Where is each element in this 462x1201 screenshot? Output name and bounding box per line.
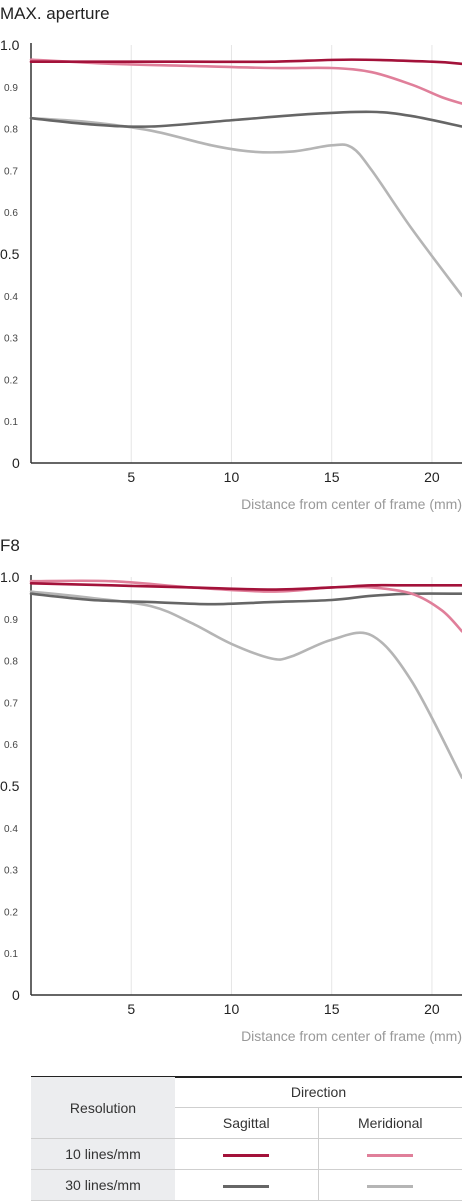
legend-swatch-sagittal-10 — [223, 1153, 270, 1157]
y-tick-label: 1.0 — [0, 569, 20, 585]
x-tick-label: 15 — [324, 1001, 340, 1017]
chart-f8: F8 1.0 0.5 0 0.9 0.8 0.7 0.6 0.4 0.3 0.2 0.1 5 10 15 2… — [0, 530, 462, 1050]
y-tick-label: 0.7 — [4, 698, 18, 709]
legend-swatch-sagittal-30 — [223, 1184, 270, 1188]
y-tick-label: 0.2 — [4, 375, 18, 386]
chart-title: F8 — [0, 536, 20, 555]
y-tick-label: 1.0 — [0, 37, 20, 53]
x-axis-label: Distance from center of frame (mm) — [241, 1028, 462, 1044]
x-tick-label: 10 — [224, 469, 240, 485]
y-tick-label: 0.3 — [4, 866, 18, 877]
series-line-meridional-30 — [29, 590, 462, 779]
sagittal-header: Sagittal — [175, 1107, 319, 1139]
legend-swatch-meridional-10 — [367, 1153, 414, 1157]
y-tick-label: 0.5 — [0, 246, 20, 262]
legend-swatch-meridional-30 — [367, 1184, 414, 1188]
mtf-chart-max-aperture: 1.0 0.5 0 0.9 0.8 0.7 0.6 0.4 0.3 0.2 0.1 5 10 15 20 Di… — [0, 37, 462, 512]
y-tick-label: 0.5 — [0, 778, 20, 794]
direction-header: Direction — [290, 1084, 347, 1100]
x-tick-label: 10 — [224, 1001, 240, 1017]
y-tick-label: 0.1 — [4, 949, 18, 960]
x-axis-label: Distance from center of frame (mm) — [241, 496, 462, 512]
meridional-header: Meridional — [318, 1107, 462, 1139]
mtf-chart-f8: 1.0 0.5 0 0.9 0.8 0.7 0.6 0.4 0.3 0.2 0.1 5 10 15 20 Di… — [0, 569, 462, 1044]
y-tick-label: 0.6 — [4, 740, 18, 751]
y-tick-label: 0.4 — [4, 824, 18, 835]
legend-table: Resolution Direction Sagittal Meridional… — [31, 1077, 462, 1201]
x-tick-label: 15 — [324, 469, 340, 485]
x-tick-label: 5 — [127, 1001, 135, 1017]
y-tick-label: 0 — [12, 987, 20, 1003]
y-tick-label: 0.6 — [4, 208, 18, 219]
series-line-sagittal-30 — [29, 110, 462, 128]
x-tick-label: 20 — [424, 469, 440, 485]
y-tick-label: 0.9 — [4, 83, 18, 94]
series-line-sagittal-10 — [29, 58, 462, 66]
y-tick-label: 0.2 — [4, 907, 18, 918]
legend-row: 30 lines/mm — [31, 1169, 462, 1201]
series-line-sagittal-30 — [29, 592, 462, 606]
y-tick-label: 0.7 — [4, 166, 18, 177]
resolution-header: Resolution — [31, 1077, 175, 1139]
y-tick-label: 0 — [12, 455, 20, 471]
y-tick-label: 0.1 — [4, 417, 18, 428]
x-tick-label: 5 — [127, 469, 135, 485]
series-line-meridional-10 — [29, 58, 462, 105]
y-tick-label: 0.8 — [4, 657, 18, 668]
y-tick-label: 0.4 — [4, 292, 18, 303]
legend-row-label: 30 lines/mm — [31, 1169, 175, 1201]
x-tick-label: 20 — [424, 1001, 440, 1017]
y-tick-label: 0.9 — [4, 615, 18, 626]
legend-row-label: 10 lines/mm — [31, 1138, 175, 1170]
chart-title: MAX. aperture — [0, 4, 110, 23]
legend-row: 10 lines/mm — [31, 1138, 462, 1170]
chart-max-aperture: MAX. aperture 1.0 0.5 0 0.9 0.8 0.7 0.6 0.4 0.3 0… — [0, 0, 462, 520]
legend-top-rule — [31, 1076, 462, 1078]
y-tick-label: 0.8 — [4, 125, 18, 136]
series-line-meridional-30 — [29, 116, 462, 298]
y-tick-label: 0.3 — [4, 334, 18, 345]
series-line-sagittal-10 — [29, 581, 462, 591]
